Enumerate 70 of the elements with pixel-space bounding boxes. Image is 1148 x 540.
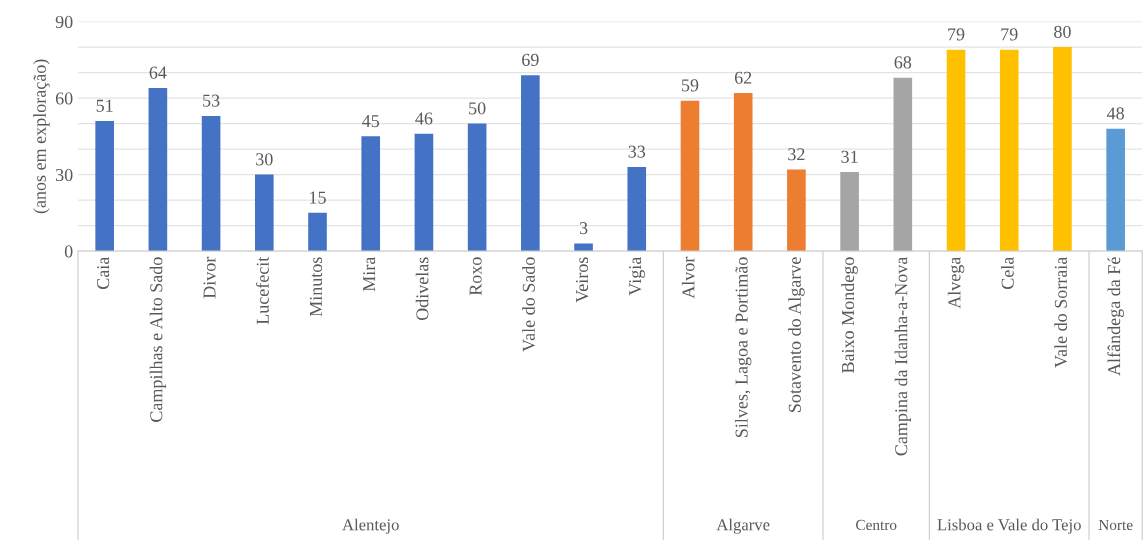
- data-label: 51: [96, 99, 113, 112]
- data-label: 32: [788, 148, 805, 161]
- y-tick-label: 90: [55, 15, 73, 29]
- bar: [361, 136, 381, 252]
- x-tick-label: Odivelas: [415, 257, 429, 321]
- data-label: 79: [1001, 28, 1018, 41]
- bar: [1106, 128, 1125, 252]
- y-axis-title: (anos em exploração): [33, 59, 50, 214]
- bar: [148, 87, 168, 252]
- data-label: 53: [203, 94, 220, 107]
- data-label: 15: [310, 191, 326, 204]
- x-tick-label: Veiros: [575, 257, 589, 303]
- text: Alentejo: [342, 518, 399, 534]
- bar: [1053, 47, 1072, 252]
- data-label: 48: [1106, 107, 1124, 120]
- x-tick-label: Roxo: [469, 257, 482, 296]
- data-label: 50: [469, 102, 486, 115]
- data-label: 69: [522, 53, 539, 66]
- data-label: 46: [415, 112, 433, 125]
- data-label: 62: [734, 71, 752, 84]
- data-label: 80: [1054, 25, 1071, 38]
- x-tick-label: Lucefecit: [255, 256, 269, 325]
- x-tick-label: Minutos: [309, 257, 323, 317]
- x-tick-label: Campina da Idanha-a-Nova: [894, 256, 911, 456]
- x-tick-label: Alvor: [681, 256, 695, 299]
- x-tick-label: Alvega: [947, 256, 965, 309]
- data-label: 59: [682, 79, 699, 92]
- bar: [308, 212, 327, 252]
- x-tick-label: Vale do Sado: [522, 257, 535, 352]
- bar: [893, 77, 913, 252]
- bar: [254, 174, 274, 252]
- x-tick-label: Mira: [363, 256, 376, 292]
- y-tick-label: 30: [56, 168, 73, 182]
- text: Lisboa e Vale do Tejo: [937, 518, 1081, 534]
- bar: [840, 172, 859, 252]
- data-label: 33: [628, 145, 646, 158]
- x-tick-label: Baixo Mondego: [841, 257, 858, 373]
- bar: [574, 243, 593, 252]
- bar: [467, 123, 487, 252]
- data-label: 79: [948, 28, 965, 41]
- bar: [201, 115, 221, 252]
- bar: [680, 100, 700, 252]
- text: Centro: [856, 519, 897, 531]
- x-tick-label: Caia: [97, 256, 110, 289]
- text: Algarve: [716, 518, 770, 534]
- x-tick-label: Sotavento do Algarve: [788, 257, 805, 412]
- text: Norte: [1098, 519, 1133, 531]
- bar: [787, 169, 806, 252]
- bar: [946, 49, 966, 252]
- bar: [733, 93, 753, 252]
- x-tick-label: Silves, Lagoa e Portimão: [734, 257, 752, 437]
- data-label: 68: [894, 56, 912, 69]
- bar: [999, 49, 1019, 252]
- bar: [414, 133, 434, 252]
- x-tick-label: Vigia: [629, 256, 645, 296]
- x-tick-label: Alfândega da Fé: [1107, 257, 1124, 376]
- x-tick-label: Vale do Sorraia: [1054, 256, 1068, 368]
- data-label: 64: [149, 66, 167, 79]
- bar: [627, 166, 647, 252]
- data-label: 45: [362, 115, 380, 128]
- data-label: 30: [256, 153, 273, 166]
- data-label: 3: [579, 222, 588, 235]
- x-tick-label: Campilhas e Alto Sado: [149, 257, 167, 422]
- bar: [95, 121, 114, 252]
- y-tick-label: 60: [55, 92, 73, 105]
- data-label: 31: [841, 150, 858, 163]
- bar: [521, 75, 540, 252]
- x-tick-label: Cela: [1001, 256, 1014, 289]
- x-tick-label: Divor: [203, 256, 216, 299]
- y-tick-label: 0: [64, 245, 73, 258]
